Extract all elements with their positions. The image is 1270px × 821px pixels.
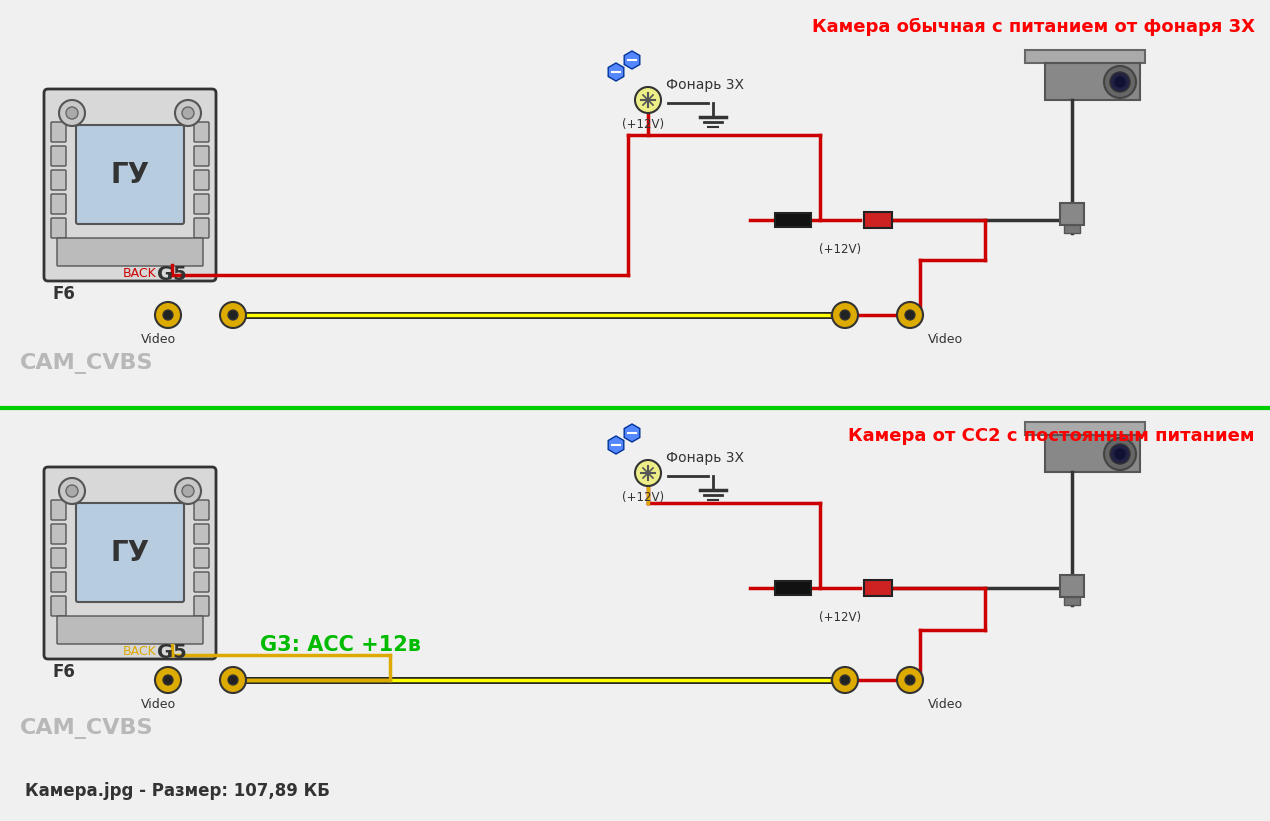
Circle shape [220,667,246,693]
Circle shape [229,675,237,685]
FancyBboxPatch shape [76,503,184,602]
Circle shape [832,302,859,328]
Circle shape [906,310,914,320]
Text: BACK: BACK [123,645,157,658]
FancyBboxPatch shape [51,524,66,544]
Circle shape [163,310,173,320]
Text: Фонарь 3Х: Фонарь 3Х [665,451,744,465]
FancyBboxPatch shape [44,467,216,659]
Text: (+12V): (+12V) [819,243,861,256]
FancyBboxPatch shape [194,170,210,190]
Bar [864,212,892,228]
Circle shape [635,460,660,486]
FancyBboxPatch shape [51,572,66,592]
Circle shape [182,107,194,119]
FancyBboxPatch shape [194,194,210,214]
Polygon shape [608,436,624,454]
Text: (+12V): (+12V) [622,118,664,131]
Circle shape [66,107,77,119]
Text: G5: G5 [157,265,187,284]
Text: ГУ: ГУ [110,539,150,567]
Circle shape [839,675,850,685]
Polygon shape [625,51,640,69]
Circle shape [897,302,923,328]
Polygon shape [608,63,624,81]
Polygon shape [1025,50,1146,63]
Text: (+12V): (+12V) [819,611,861,624]
FancyBboxPatch shape [51,596,66,616]
Circle shape [66,485,77,497]
Polygon shape [625,424,640,442]
Text: F6: F6 [52,285,75,303]
FancyBboxPatch shape [194,122,210,142]
Circle shape [155,667,182,693]
Circle shape [839,310,850,320]
Circle shape [906,675,914,685]
Polygon shape [1025,422,1146,435]
FancyBboxPatch shape [194,572,210,592]
FancyBboxPatch shape [57,616,203,644]
Text: Камера обычная с питанием от фонаря 3Х: Камера обычная с питанием от фонаря 3Х [812,18,1255,36]
Text: G5: G5 [157,643,187,662]
Circle shape [1104,66,1135,98]
Circle shape [1115,77,1125,87]
Circle shape [182,485,194,497]
FancyBboxPatch shape [51,146,66,166]
Text: ГУ: ГУ [110,161,150,189]
FancyBboxPatch shape [194,524,210,544]
Circle shape [897,667,923,693]
Text: Video: Video [141,333,175,346]
Bar [864,580,892,596]
Text: Video: Video [928,333,963,346]
FancyBboxPatch shape [51,218,66,238]
Text: Камера от СС2 с постоянным питанием: Камера от СС2 с постоянным питанием [848,427,1255,445]
Text: Video: Video [928,698,963,711]
FancyBboxPatch shape [51,548,66,568]
Text: Камера.jpg - Размер: 107,89 КБ: Камера.jpg - Размер: 107,89 КБ [25,782,330,800]
Text: CAM_CVBS: CAM_CVBS [20,353,154,374]
Circle shape [229,310,237,320]
Bar [1064,225,1080,233]
Circle shape [832,667,859,693]
Bar [1060,203,1085,225]
Circle shape [1104,438,1135,470]
Circle shape [1115,449,1125,459]
Text: G3: АСС +12в: G3: АСС +12в [260,635,420,655]
FancyBboxPatch shape [194,548,210,568]
FancyBboxPatch shape [51,170,66,190]
Bar [775,213,812,227]
Circle shape [58,478,85,504]
Circle shape [220,302,246,328]
FancyBboxPatch shape [51,500,66,520]
Text: Фонарь 3Х: Фонарь 3Х [665,78,744,92]
FancyBboxPatch shape [76,125,184,224]
Circle shape [175,478,201,504]
Bar [775,581,812,595]
Circle shape [175,100,201,126]
Text: (+12V): (+12V) [622,491,664,504]
FancyBboxPatch shape [194,218,210,238]
FancyBboxPatch shape [194,146,210,166]
Circle shape [58,100,85,126]
FancyBboxPatch shape [51,194,66,214]
Circle shape [1110,444,1130,464]
FancyBboxPatch shape [44,89,216,281]
Polygon shape [1045,435,1140,472]
Text: F6: F6 [52,663,75,681]
Polygon shape [1045,63,1140,100]
Circle shape [1110,72,1130,92]
Bar [1064,597,1080,605]
FancyBboxPatch shape [51,122,66,142]
FancyBboxPatch shape [194,596,210,616]
Circle shape [635,87,660,113]
FancyBboxPatch shape [57,238,203,266]
Bar [1060,575,1085,597]
Text: Video: Video [141,698,175,711]
FancyBboxPatch shape [194,500,210,520]
Circle shape [155,302,182,328]
Text: BACK: BACK [123,267,157,280]
Circle shape [163,675,173,685]
Text: CAM_CVBS: CAM_CVBS [20,718,154,739]
